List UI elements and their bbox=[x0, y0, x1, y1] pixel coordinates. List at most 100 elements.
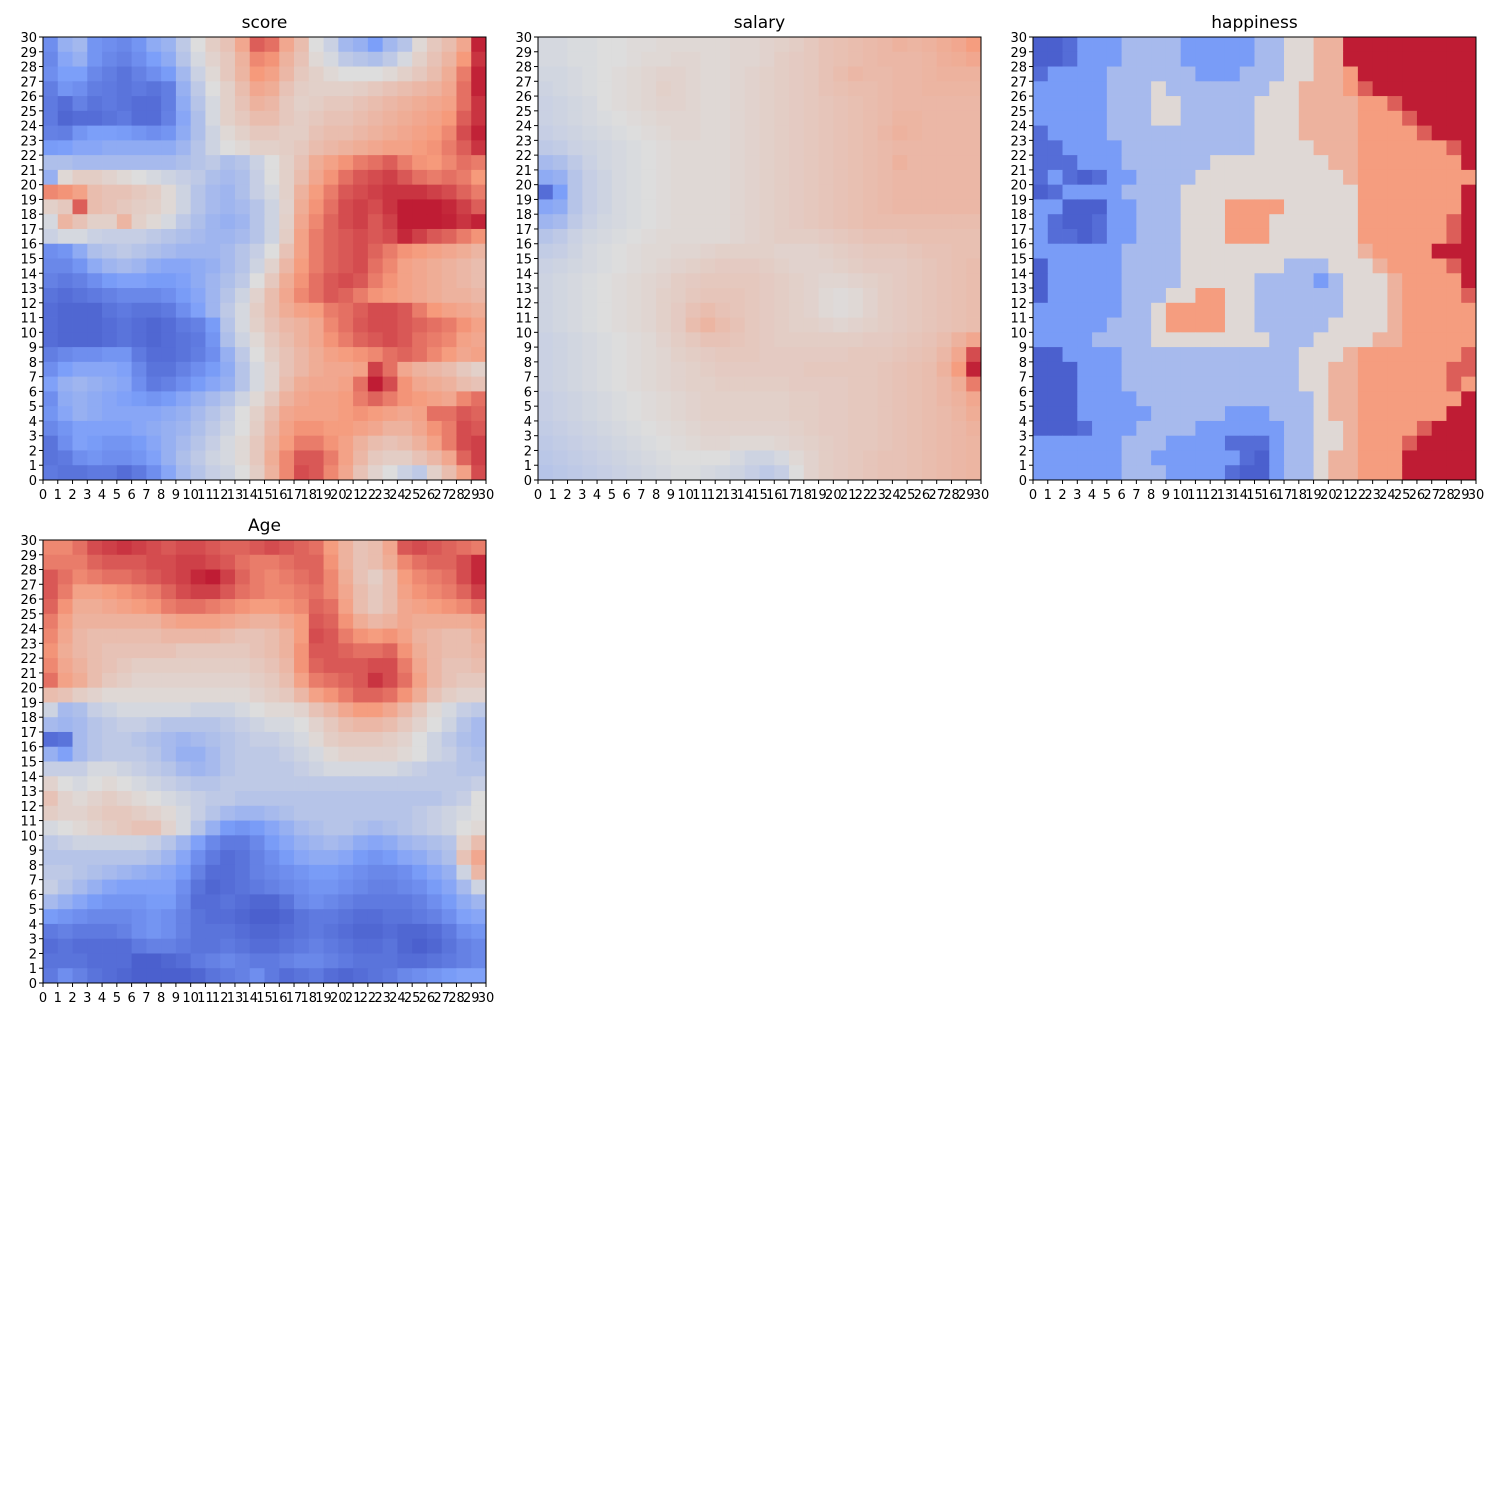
heatmap-cell bbox=[1210, 51, 1226, 67]
heatmap-cell bbox=[382, 288, 398, 304]
heatmap-cell bbox=[833, 110, 849, 126]
heatmap-cell bbox=[1269, 435, 1285, 451]
heatmap-cell bbox=[1372, 465, 1388, 481]
heatmap-cell bbox=[234, 361, 251, 378]
y-tick-label: 25 bbox=[20, 105, 37, 120]
heatmap-cell bbox=[1416, 140, 1433, 156]
heatmap-cell bbox=[1461, 347, 1477, 363]
heatmap-cell bbox=[338, 702, 354, 718]
heatmap-cell bbox=[1313, 465, 1329, 481]
heatmap-cell bbox=[412, 776, 428, 792]
heatmap-cell bbox=[656, 258, 672, 274]
heatmap-cell bbox=[264, 465, 280, 481]
heatmap-cell bbox=[234, 953, 251, 969]
heatmap-cell bbox=[87, 894, 103, 910]
heatmap-cell bbox=[1431, 169, 1447, 186]
heatmap-cell bbox=[715, 199, 731, 215]
heatmap-cell bbox=[397, 125, 413, 141]
heatmap-cell bbox=[1062, 317, 1078, 333]
heatmap-cell bbox=[102, 51, 118, 67]
heatmap-cell bbox=[131, 938, 147, 954]
heatmap-cell bbox=[1136, 110, 1152, 126]
heatmap-cell bbox=[774, 317, 790, 333]
heatmap-cell bbox=[818, 435, 834, 451]
heatmap-cell bbox=[818, 66, 834, 82]
heatmap-cell bbox=[426, 761, 443, 777]
heatmap-cell bbox=[685, 450, 701, 466]
heatmap-cell bbox=[441, 81, 457, 97]
y-tick-label: 3 bbox=[29, 430, 37, 445]
x-tick-label: 24 bbox=[389, 488, 406, 503]
y-tick-label: 22 bbox=[20, 652, 37, 667]
heatmap-cell bbox=[966, 51, 982, 67]
heatmap-cell bbox=[367, 347, 384, 363]
heatmap-cell bbox=[308, 317, 324, 333]
heatmap-cell bbox=[175, 569, 192, 585]
heatmap-cell bbox=[1077, 361, 1093, 378]
heatmap-cell bbox=[87, 968, 103, 984]
heatmap-cell bbox=[862, 361, 879, 378]
heatmap-cell bbox=[936, 376, 952, 392]
heatmap-cell bbox=[1402, 450, 1418, 466]
heatmap-cell bbox=[538, 199, 554, 215]
heatmap-cell bbox=[1047, 332, 1063, 348]
heatmap-cell bbox=[582, 243, 598, 259]
y-tick-label: 23 bbox=[20, 637, 37, 652]
heatmap-cell bbox=[205, 37, 221, 53]
heatmap-cell bbox=[456, 288, 472, 304]
x-tick-label: 2 bbox=[1058, 488, 1066, 503]
heatmap-cell bbox=[951, 406, 967, 422]
heatmap-cell bbox=[1180, 155, 1196, 171]
heatmap-cell bbox=[1180, 450, 1196, 466]
heatmap-cell bbox=[921, 302, 938, 318]
heatmap-cell bbox=[249, 628, 265, 644]
heatmap-cell bbox=[264, 746, 280, 762]
heatmap-cell bbox=[1461, 273, 1477, 289]
heatmap-cell bbox=[966, 184, 982, 200]
heatmap-cell bbox=[1239, 96, 1255, 112]
heatmap-cell bbox=[1446, 51, 1462, 67]
heatmap-cell bbox=[1284, 406, 1300, 422]
heatmap-cell bbox=[1284, 391, 1300, 407]
heatmap-cell bbox=[1165, 228, 1182, 245]
heatmap-cell bbox=[234, 554, 251, 570]
heatmap-cell bbox=[397, 406, 413, 422]
heatmap-cell bbox=[116, 540, 132, 556]
heatmap-cell bbox=[907, 155, 923, 171]
heatmap-cell bbox=[279, 243, 295, 259]
heatmap-cell bbox=[338, 864, 354, 881]
heatmap-cell bbox=[72, 110, 88, 126]
heatmap-cell bbox=[43, 746, 59, 762]
heatmap-cell bbox=[803, 214, 819, 230]
heatmap-cell bbox=[877, 66, 893, 82]
heatmap-cell bbox=[626, 317, 642, 333]
heatmap-cell bbox=[1328, 361, 1344, 378]
heatmap-cell bbox=[1047, 37, 1063, 53]
y-tick-label: 17 bbox=[515, 223, 532, 238]
heatmap-cell bbox=[72, 169, 88, 186]
heatmap-cell bbox=[426, 184, 443, 200]
heatmap-cell bbox=[353, 613, 369, 629]
y-tick-label: 20 bbox=[20, 682, 37, 697]
heatmap-cell bbox=[1092, 199, 1108, 215]
heatmap-cell bbox=[715, 420, 731, 437]
heatmap-cell bbox=[877, 465, 893, 481]
heatmap-cell bbox=[441, 909, 457, 925]
heatmap-cell bbox=[1461, 155, 1477, 171]
heatmap-cell bbox=[818, 273, 834, 289]
heatmap-cell bbox=[936, 361, 952, 378]
heatmap-cell bbox=[1416, 110, 1433, 126]
heatmap-cell bbox=[43, 776, 59, 792]
heatmap-cell bbox=[936, 332, 952, 348]
heatmap-cell bbox=[220, 791, 236, 807]
heatmap-cell bbox=[862, 465, 879, 481]
y-tick-label: 2 bbox=[29, 444, 37, 459]
heatmap-cell bbox=[426, 140, 443, 156]
heatmap-cell bbox=[1298, 228, 1314, 245]
heatmap-cell bbox=[803, 140, 819, 156]
heatmap-cell bbox=[131, 540, 147, 556]
heatmap-cell bbox=[412, 228, 428, 245]
heatmap-cell bbox=[353, 864, 369, 881]
heatmap-cell bbox=[367, 540, 384, 556]
